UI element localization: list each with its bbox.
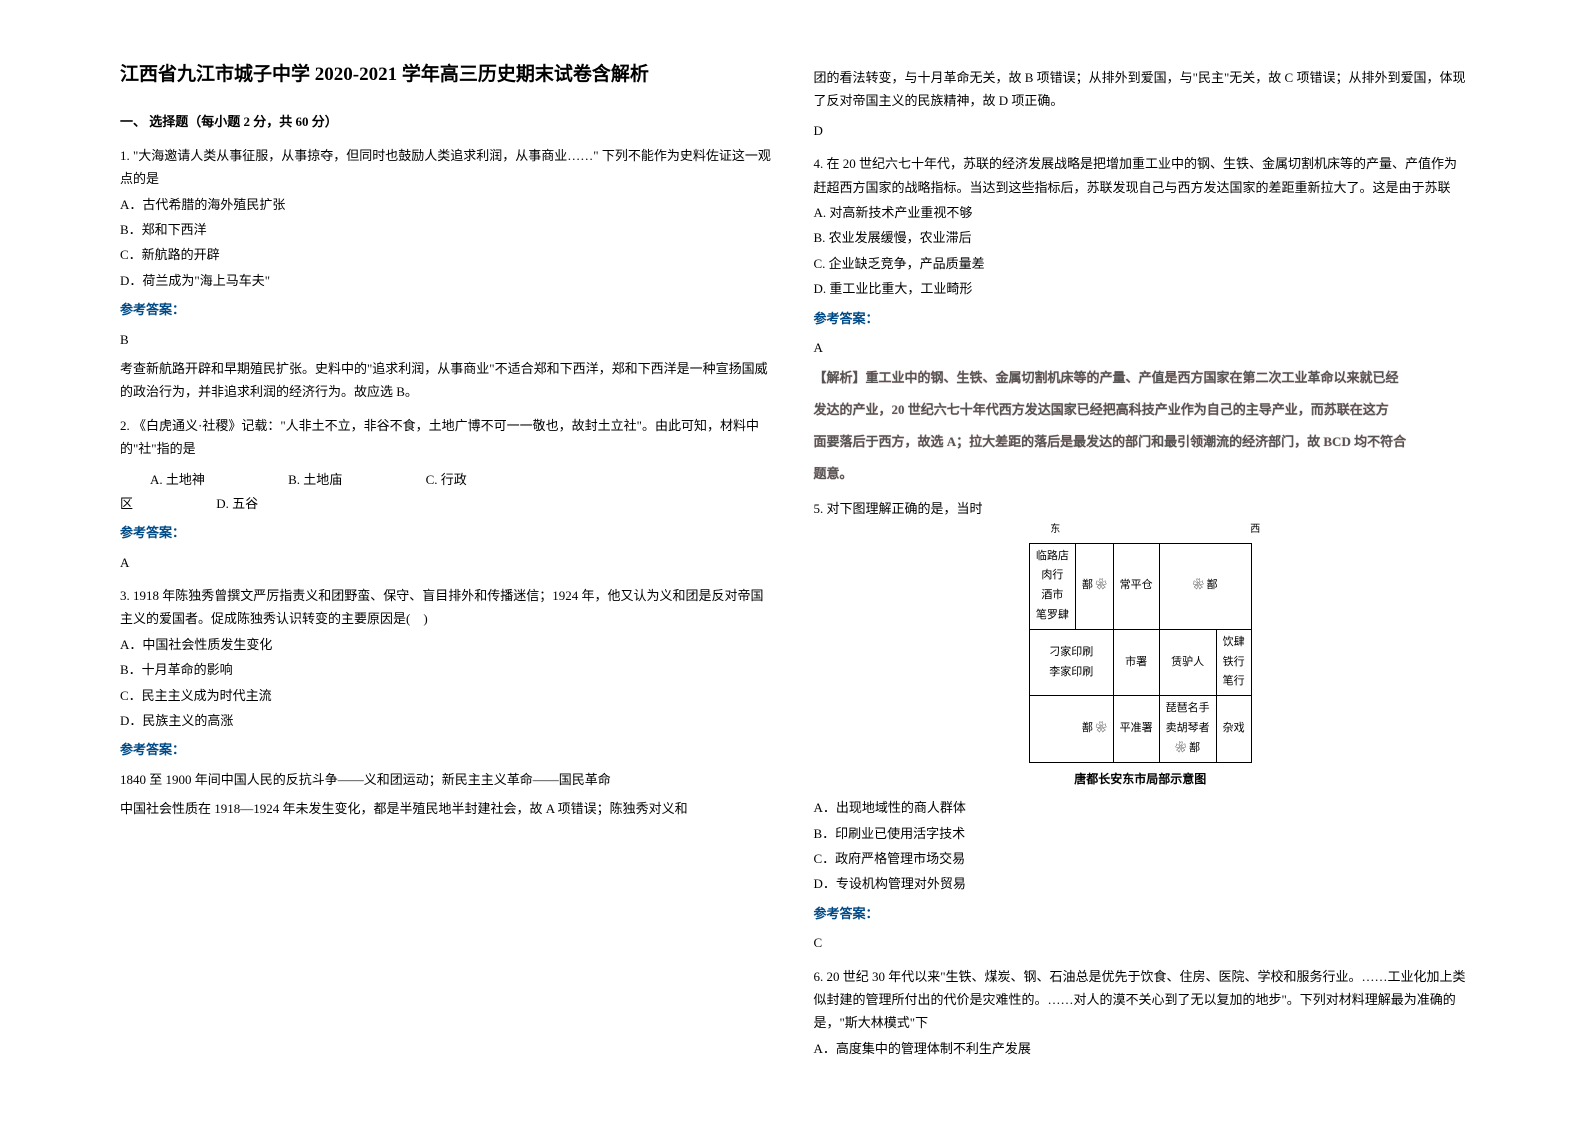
cell-r1c1: 临路店 肉行 酒市 笔罗肆 (1029, 543, 1075, 629)
q1-opt-d: D．荷兰成为"海上马车夫" (120, 269, 774, 292)
q4: 4. 在 20 世纪六七十年代，苏联的经济发展战略是把增加重工业中的钢、生铁、金… (814, 152, 1468, 487)
cell-r3c2: 平准署 (1113, 696, 1159, 762)
q5-opt-d: D．专设机构管理对外贸易 (814, 872, 1468, 895)
q2-opt-b: B. 土地庙 (288, 468, 342, 491)
q5-opt-a: A．出现地域性的商人群体 (814, 796, 1468, 819)
answer-label: 参考答案： (120, 521, 774, 544)
q1-stem: 1. "大海邀请人类从事征服，从事掠夺，但同时也鼓励人类追求利润，从事商业……"… (120, 144, 774, 191)
q4-opt-d: D. 重工业比重大，工业畸形 (814, 277, 1468, 300)
q2-opt-c: C. 行政 (426, 468, 467, 491)
q2: 2. 《白虎通义·社稷》记载："人非土不立，非谷不食，土地广博不可一一敬也，故封… (120, 414, 774, 574)
cell-r2c3: 赁驴人 (1159, 629, 1216, 695)
cell-r2c4: 饮肆 铁行 笔行 (1216, 629, 1251, 695)
q4-opt-b: B. 农业发展缓慢，农业滞后 (814, 226, 1468, 249)
cell-r3c1: 鄯 ❀ (1029, 696, 1113, 762)
q3-explain-2: 中国社会性质在 1918—1924 年未发生变化，都是半殖民地半封建社会，故 A… (120, 797, 774, 820)
q4-answer: A (814, 336, 1468, 359)
cell-r1c4: ❀ 鄯 (1159, 543, 1251, 629)
market-diagram: 临路店 肉行 酒市 笔罗肆 鄯 ❀ 常平仓 ❀ 鄯 刁家印刷 李家印刷 市署 赁… (1029, 543, 1252, 763)
q1-opt-a: A．古代希腊的海外殖民扩张 (120, 193, 774, 216)
q5-answer: C (814, 931, 1468, 954)
q6: 6. 20 世纪 30 年代以来"生铁、煤炭、钢、石油总是优先于饮食、住房、医院… (814, 965, 1468, 1061)
q2-stem: 2. 《白虎通义·社稷》记载："人非土不立，非谷不食，土地广博不可一一敬也，故封… (120, 414, 774, 461)
q1-explain: 考查新航路开辟和早期殖民扩张。史料中的"追求利润，从事商业"不适合郑和下西洋，郑… (120, 357, 774, 404)
q6-opt-a: A．高度集中的管理体制不利生产发展 (814, 1037, 1468, 1060)
cell-r1c3: 常平仓 (1113, 543, 1159, 629)
cell-r2c1: 刁家印刷 李家印刷 (1029, 629, 1113, 695)
q2-opt-c-cont: 区 (120, 496, 133, 511)
q3-explain-1: 1840 至 1900 年间中国人民的反抗斗争——义和团运动；新民主主义革命——… (120, 768, 774, 791)
q1-opt-b: B．郑和下西洋 (120, 218, 774, 241)
diagram-caption: 唐都长安东市局部示意图 (1010, 769, 1270, 791)
q5-opt-b: B．印刷业已使用活字技术 (814, 822, 1468, 845)
q2-opt-a: A. 土地神 (150, 468, 205, 491)
cell-r3c3: 琵琶名手 卖胡琴者 ❀ 鄯 (1159, 696, 1216, 762)
q4-explain-2: 发达的产业，20 世纪六七十年代西方发达国家已经把高科技产业作为自己的主导产业，… (814, 397, 1468, 423)
q4-stem: 4. 在 20 世纪六七十年代，苏联的经济发展战略是把增加重工业中的钢、生铁、金… (814, 152, 1468, 199)
q2-answer: A (120, 551, 774, 574)
answer-label: 参考答案： (120, 298, 774, 321)
q1-opt-c: C．新航路的开辟 (120, 243, 774, 266)
q3-stem: 3. 1918 年陈独秀曾撰文严厉指责义和团野蛮、保守、盲目排外和传播迷信；19… (120, 584, 774, 631)
q5: 5. 对下图理解正确的是，当时 东 西 临路店 肉行 酒市 笔罗肆 鄯 ❀ 常平… (814, 497, 1468, 954)
q4-explain-4: 题意。 (814, 461, 1468, 487)
q5-opt-c: C．政府严格管理市场交易 (814, 847, 1468, 870)
q2-opt-d: D. 五谷 (216, 496, 258, 511)
q4-explain-1: 【解析】重工业中的钢、生铁、金属切割机床等的产量、产值是西方国家在第二次工业革命… (814, 365, 1468, 391)
q3-answer: D (814, 119, 1468, 142)
answer-label: 参考答案： (814, 307, 1468, 330)
q1-answer: B (120, 328, 774, 351)
diagram-east-label: 东 (1050, 521, 1060, 539)
q3-opt-a: A．中国社会性质发生变化 (120, 633, 774, 656)
paper-title: 江西省九江市城子中学 2020-2021 学年高三历史期末试卷含解析 (120, 60, 774, 90)
q3-opt-b: B．十月革命的影响 (120, 658, 774, 681)
section-1-header: 一、 选择题（每小题 2 分，共 60 分） (120, 110, 774, 133)
q1: 1. "大海邀请人类从事征服，从事掠夺，但同时也鼓励人类追求利润，从事商业……"… (120, 144, 774, 404)
q3: 3. 1918 年陈独秀曾撰文严厉指责义和团野蛮、保守、盲目排外和传播迷信；19… (120, 584, 774, 821)
q3-opt-c: C．民主主义成为时代主流 (120, 684, 774, 707)
cell-r1c2: 鄯 ❀ (1075, 543, 1113, 629)
answer-label: 参考答案： (814, 902, 1468, 925)
diagram-west-label: 西 (1250, 521, 1260, 539)
cell-r2c2: 市署 (1113, 629, 1159, 695)
q5-stem: 5. 对下图理解正确的是，当时 (814, 497, 1468, 520)
q6-stem: 6. 20 世纪 30 年代以来"生铁、煤炭、钢、石油总是优先于饮食、住房、医院… (814, 965, 1468, 1035)
q4-explain-3: 面要落后于西方，故选 A；拉大差距的落后是最发达的部门和最引领潮流的经济部门，故… (814, 429, 1468, 455)
q3-explain-cont: 团的看法转变，与十月革命无关，故 B 项错误；从排外到爱国，与"民主"无关，故 … (814, 66, 1468, 113)
cell-r3c4: 杂戏 (1216, 696, 1251, 762)
answer-label: 参考答案： (120, 738, 774, 761)
diagram-top: 东 西 (1010, 521, 1270, 539)
q4-opt-c: C. 企业缺乏竞争，产品质量差 (814, 252, 1468, 275)
q3-opt-d: D．民族主义的高涨 (120, 709, 774, 732)
q4-opt-a: A. 对高新技术产业重视不够 (814, 201, 1468, 224)
